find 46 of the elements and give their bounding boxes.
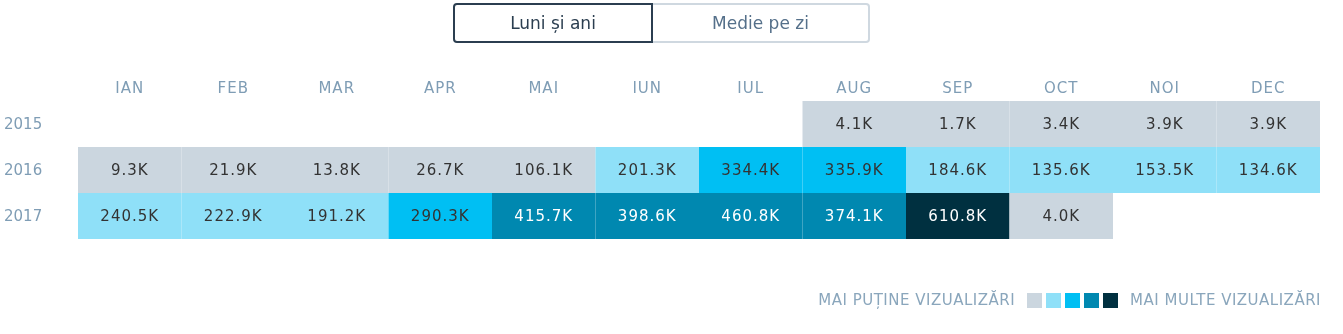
data-label: 415.7K [514,207,574,225]
x-tick-label: OCT [1044,79,1079,97]
x-tick-label: APR [423,79,457,97]
data-label: 26.7K [416,161,465,179]
data-label: 610.8K [928,207,988,225]
x-tick-label: MAR [318,79,356,97]
x-tick-label: IAN [115,79,145,97]
y-tick-label: 2016 [4,161,43,180]
data-label: 184.6K [928,161,988,179]
data-label: 1.7K [938,115,977,133]
x-tick-label: NOI [1149,79,1180,97]
data-label: 4.1K [835,115,874,133]
data-label: 3.9K [1249,115,1288,133]
data-label: 134.6K [1238,161,1298,179]
data-label: 240.5K [100,207,160,225]
x-tick-label: IUL [737,79,765,97]
data-label: 222.9K [203,207,263,225]
x-tick-label: SEP [942,79,974,97]
data-label: 9.3K [110,161,149,179]
toggle-button: Medie pe zi [653,3,870,43]
data-label: 191.2K [307,207,367,225]
text: MAI PUȚINE VIZUALIZĂRI [818,291,1016,309]
data-label: 398.6K [617,207,677,225]
y-tick-label: 2015 [4,115,43,134]
x-tick-label: AUG [836,79,873,97]
data-label: 21.9K [209,161,258,179]
data-label: 153.5K [1135,161,1195,179]
data-label: 201.3K [617,161,677,179]
data-label: 135.6K [1031,161,1091,179]
data-label: 13.8K [312,161,362,179]
data-label: 106.1K [514,161,574,179]
data-label: 334.4K [721,161,781,179]
x-tick-label: IUN [632,79,663,97]
x-tick-label: DEC [1250,79,1286,97]
toggle-button: Luni și ani [453,3,653,43]
y-tick-label: 2017 [4,207,43,226]
data-label: 335.9K [824,161,884,179]
data-label: 3.9K [1145,115,1184,133]
data-label: 460.8K [721,207,781,225]
data-label: 4.0K [1042,207,1081,225]
data-label: 374.1K [824,207,884,225]
x-tick-label: MAI [528,79,560,97]
text: MAI MULTE VIZUALIZĂRI [1130,291,1321,309]
data-label: 290.3K [410,207,470,225]
data-label: 3.4K [1042,115,1081,133]
x-tick-label: FEB [217,79,249,97]
